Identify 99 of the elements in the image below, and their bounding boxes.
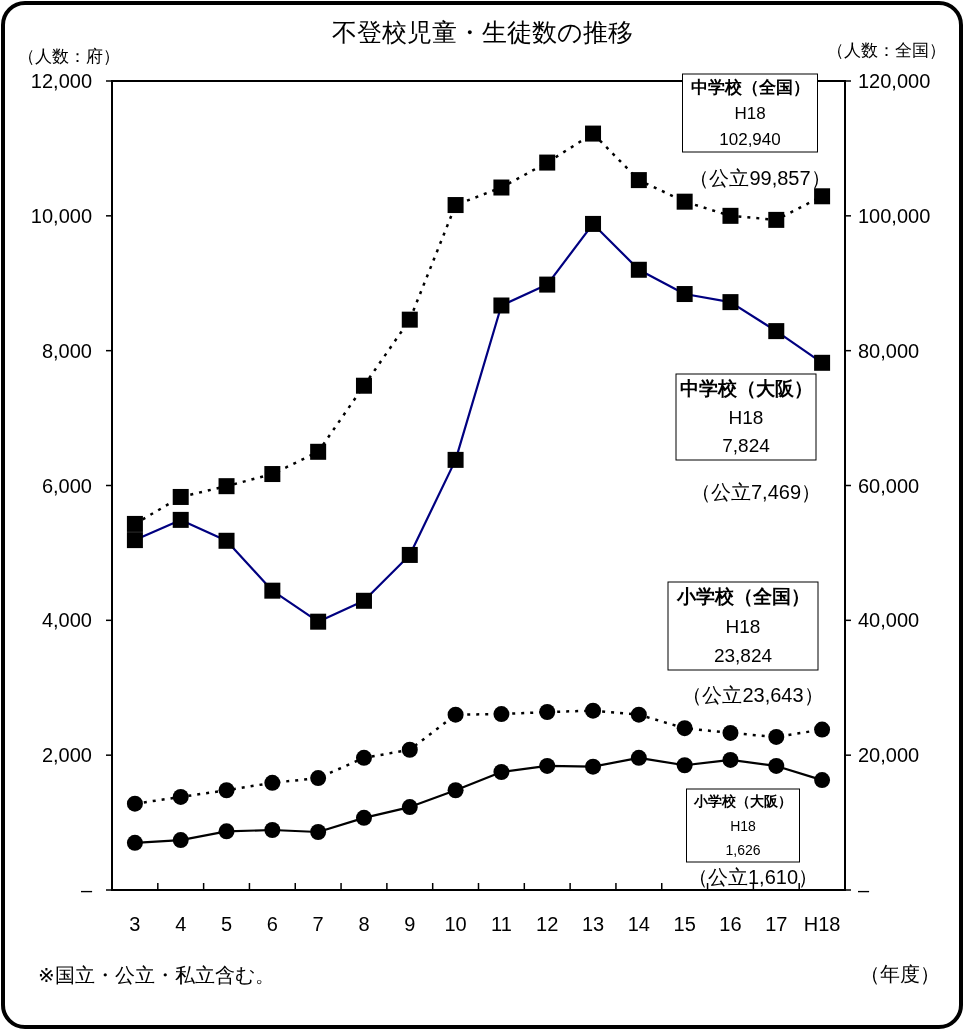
annotation: （公立1,610） <box>687 866 819 888</box>
annotation: 小学校（全国） <box>675 586 810 608</box>
y-tick-label: 12,000 <box>30 70 92 92</box>
point <box>676 720 693 737</box>
point <box>585 758 602 775</box>
x-tick-label: 3 <box>129 913 141 935</box>
point <box>493 764 510 781</box>
point <box>676 193 693 210</box>
point <box>401 311 418 328</box>
point <box>493 706 510 723</box>
point <box>493 179 510 196</box>
y2-tick-label: 100,000 <box>858 204 931 227</box>
y-tick-label: 2,000 <box>41 744 92 767</box>
y-tick-label: 8,000 <box>41 339 92 362</box>
y2-tick-label: 60,000 <box>858 474 920 497</box>
y2-tick-label: 20,000 <box>858 744 920 767</box>
y2-axis-title: （人数：全国） <box>827 40 946 60</box>
y2-tick-label: 120,000 <box>858 70 931 92</box>
point <box>126 515 143 532</box>
y2-tick-label: 40,000 <box>858 609 920 632</box>
annotation: H18 <box>725 615 761 637</box>
y2-tick-label: 80,000 <box>858 339 920 362</box>
x-tick-label: 12 <box>536 913 559 935</box>
point <box>676 757 693 774</box>
point <box>218 782 235 799</box>
point <box>814 772 831 789</box>
point <box>172 488 189 505</box>
point <box>218 823 235 840</box>
x-tick-label: 13 <box>581 913 605 935</box>
annotation: 中学校（大阪） <box>679 377 813 399</box>
point <box>768 211 785 228</box>
point <box>218 478 235 495</box>
point <box>630 706 647 723</box>
y-axis-title: （人数：府） <box>18 46 120 66</box>
point <box>630 172 647 189</box>
x-tick-label: 11 <box>491 913 512 935</box>
x-tick-label: 14 <box>627 913 650 935</box>
point <box>447 782 464 799</box>
chart-title: 不登校児童・生徒数の推移 <box>331 18 633 46</box>
x-tick-label: 6 <box>266 913 278 935</box>
point <box>539 154 556 171</box>
point <box>447 197 464 214</box>
annotation: 1,626 <box>725 841 761 858</box>
x-tick-label: 15 <box>673 913 696 935</box>
y-tick-label: 4,000 <box>41 609 92 632</box>
point <box>768 728 785 745</box>
x-tick-label: H18 <box>803 913 841 935</box>
point <box>401 799 418 816</box>
point <box>310 443 327 460</box>
annotation: H18 <box>730 817 757 834</box>
point <box>310 824 327 841</box>
point <box>355 377 372 394</box>
x-tick-label: 17 <box>765 913 788 935</box>
x-axis-title: （年度） <box>860 963 940 985</box>
point <box>310 770 327 787</box>
y-tick-label: 10,000 <box>30 204 92 227</box>
x-tick-label: 16 <box>719 913 742 935</box>
point <box>722 751 739 768</box>
x-tick-label: 9 <box>404 913 416 935</box>
annotation: H18 <box>728 406 764 428</box>
x-tick-label: 4 <box>175 913 187 935</box>
point <box>355 749 372 766</box>
point <box>814 188 831 205</box>
point <box>126 834 143 851</box>
x-tick-label: 7 <box>312 913 324 935</box>
point <box>585 702 602 719</box>
annotation: 102,940 <box>719 129 781 149</box>
x-tick-label: 8 <box>358 913 370 935</box>
point <box>722 724 739 741</box>
point <box>768 757 785 774</box>
point <box>264 466 281 483</box>
annotation: （公立7,469） <box>690 481 822 503</box>
x-tick-label: 5 <box>220 913 233 935</box>
annotation: （公立99,857） <box>689 167 831 189</box>
point <box>401 741 418 758</box>
point <box>539 704 556 721</box>
point <box>722 207 739 224</box>
annotation: 中学校（全国） <box>690 77 810 97</box>
annotation: H18 <box>734 103 766 123</box>
point <box>355 809 372 826</box>
point <box>264 774 281 791</box>
point <box>585 125 602 142</box>
point <box>126 795 143 812</box>
y-tick-label: 6,000 <box>41 474 92 497</box>
annotation: 23,824 <box>713 644 773 666</box>
point <box>630 749 647 766</box>
point <box>539 757 556 774</box>
point <box>172 788 189 805</box>
y2-tick-label: – <box>858 879 870 901</box>
annotation: （公立23,643） <box>682 684 824 706</box>
text: ※国立・公立・私立含む。 <box>38 964 275 986</box>
point <box>172 832 189 849</box>
x-tick-label: 10 <box>444 913 467 935</box>
y-tick-label: – <box>80 879 93 901</box>
point <box>814 721 831 738</box>
point <box>264 822 281 838</box>
point <box>447 706 464 723</box>
annotation: 7,824 <box>722 435 771 457</box>
annotation: 小学校（大阪） <box>693 793 792 810</box>
